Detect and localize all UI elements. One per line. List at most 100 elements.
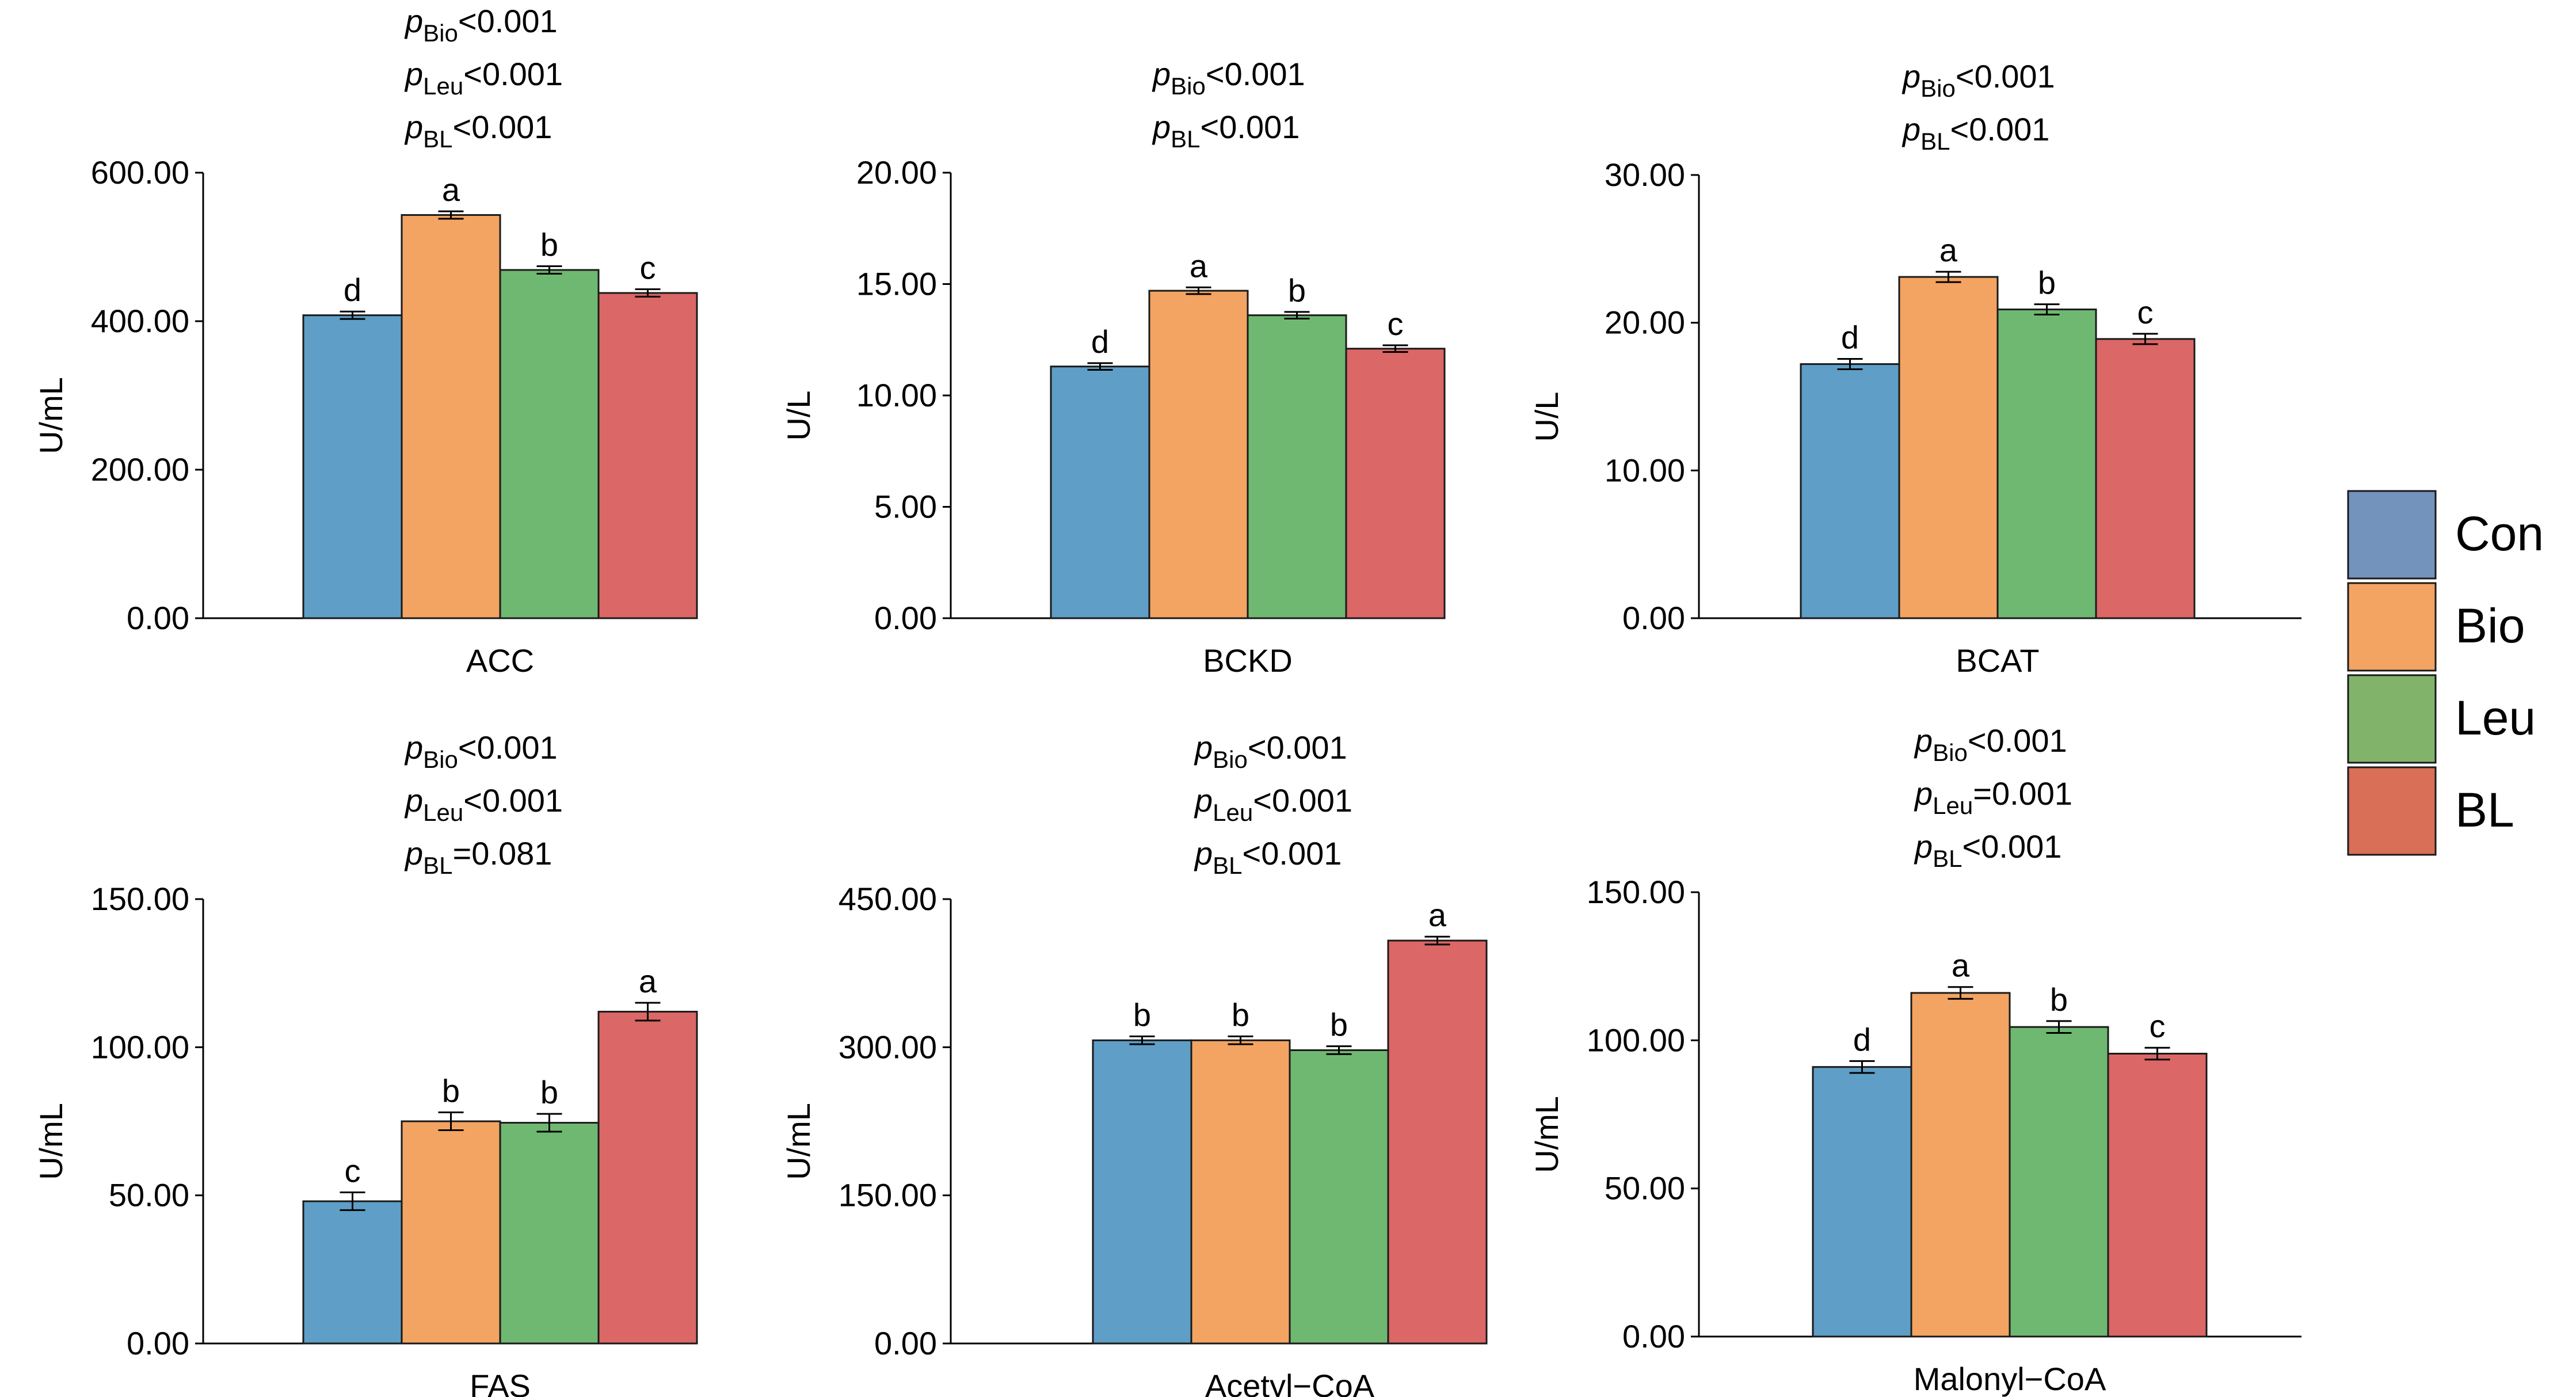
y-tick-label: 150.00 bbox=[91, 881, 189, 917]
significance-letter: b bbox=[1232, 996, 1249, 1033]
error-bar bbox=[340, 310, 365, 320]
significance-letter: c bbox=[345, 1153, 361, 1189]
bar-bl bbox=[2107, 1052, 2208, 1338]
p-value-annotation: pLeu<0.001 bbox=[404, 56, 563, 100]
y-tick-label: 0.00 bbox=[1622, 1318, 1685, 1354]
error-bar bbox=[536, 265, 562, 275]
bar-bio bbox=[1898, 276, 1999, 619]
y-tick-label: 15.00 bbox=[856, 266, 937, 302]
chart-panel-2: 0.00 5.00 10.00 15.00 20.00 U/L d a b c BCKD pBio<0… bbox=[780, 56, 1446, 679]
bar-bl bbox=[597, 1011, 698, 1345]
y-tick-label: 100.00 bbox=[91, 1029, 189, 1065]
error-bar bbox=[2046, 1020, 2072, 1034]
p-value-annotation: pBio<0.001 bbox=[1194, 729, 1347, 773]
p-value-annotation: pBio<0.001 bbox=[404, 729, 558, 773]
significance-letter: b bbox=[2038, 265, 2056, 301]
significance-letter: c bbox=[2137, 294, 2154, 330]
y-axis-label: U/mL bbox=[33, 377, 69, 454]
p-value-annotation: pBL=0.081 bbox=[404, 835, 552, 879]
y-axis-label: U/L bbox=[1529, 391, 1565, 441]
significance-letter: d bbox=[1853, 1021, 1871, 1057]
x-axis-label: FAS bbox=[470, 1368, 531, 1397]
bar-con bbox=[1092, 1039, 1192, 1345]
p-value-annotation: pBio<0.001 bbox=[1901, 58, 2055, 102]
p-value-annotation: pBL<0.001 bbox=[1152, 109, 1300, 153]
chart-panel-3: 0.00 10.00 20.00 30.00 U/L d a b c BCAT pBio<0.001… bbox=[1529, 58, 2301, 679]
x-axis-label: Malonyl−CoA bbox=[1914, 1361, 2106, 1397]
y-tick-label: 0.00 bbox=[127, 600, 189, 636]
bar-bio bbox=[1910, 992, 2011, 1338]
significance-letter: b bbox=[2050, 981, 2068, 1018]
error-bar bbox=[340, 1192, 365, 1211]
significance-letter: d bbox=[1091, 323, 1109, 360]
y-axis-label: U/L bbox=[780, 390, 817, 440]
significance-letter: c bbox=[1388, 306, 1404, 342]
error-bar bbox=[2132, 333, 2158, 345]
chart-panel-6: 0.00 50.00 100.00 150.00 U/mL d a b c Malonyl−CoA… bbox=[1529, 722, 2301, 1397]
legend-swatch-bl bbox=[2347, 766, 2437, 856]
x-axis-label: ACC bbox=[466, 642, 534, 679]
chart-panel-5: 0.00 150.00 300.00 450.00 U/mL b b b a Acetyl−CoA… bbox=[780, 729, 1488, 1397]
error-bar bbox=[635, 1002, 661, 1022]
bar-bl bbox=[1345, 348, 1446, 619]
bar-con bbox=[1812, 1066, 1912, 1338]
y-tick-label: 100.00 bbox=[1587, 1022, 1685, 1058]
legend-swatch-con bbox=[2347, 490, 2437, 580]
y-tick-label: 50.00 bbox=[1605, 1170, 1685, 1206]
y-tick-label: 300.00 bbox=[839, 1029, 937, 1065]
significance-letter: a bbox=[1939, 232, 1958, 268]
legend-label-leu: Leu bbox=[2455, 691, 2536, 745]
bar-con bbox=[1050, 366, 1150, 619]
y-axis-label: U/mL bbox=[780, 1103, 817, 1180]
y-tick-label: 400.00 bbox=[91, 303, 189, 339]
p-value-annotation: pBL<0.001 bbox=[1901, 111, 2049, 155]
bar-bio bbox=[401, 214, 501, 619]
significance-letter: a bbox=[1428, 897, 1447, 933]
significance-letter: a bbox=[1190, 248, 1208, 284]
x-axis-label: BCAT bbox=[1956, 642, 2039, 679]
significance-letter: a bbox=[1952, 947, 1970, 984]
y-tick-label: 10.00 bbox=[1605, 452, 1685, 488]
y-tick-label: 0.00 bbox=[1622, 600, 1685, 636]
x-axis-label: Acetyl−CoA bbox=[1205, 1368, 1375, 1397]
y-tick-label: 20.00 bbox=[1605, 304, 1685, 341]
y-tick-label: 600.00 bbox=[91, 154, 189, 191]
bar-bl bbox=[2095, 338, 2196, 619]
bar-bio bbox=[1190, 1039, 1291, 1345]
y-tick-label: 0.00 bbox=[127, 1325, 189, 1361]
chart-panels: 0.00 200.00 400.00 600.00 U/mL d a b c ACC pBio<0.… bbox=[33, 3, 2301, 1397]
bar-bl bbox=[597, 292, 698, 619]
p-value-annotation: pLeu<0.001 bbox=[1194, 782, 1352, 826]
y-tick-label: 5.00 bbox=[874, 489, 937, 525]
significance-letter: d bbox=[344, 272, 361, 308]
error-bar bbox=[1326, 1045, 1352, 1055]
y-tick-label: 450.00 bbox=[839, 881, 937, 917]
error-bar bbox=[1228, 1035, 1253, 1045]
y-tick-label: 150.00 bbox=[1587, 874, 1685, 910]
y-tick-label: 0.00 bbox=[874, 1325, 937, 1361]
p-value-annotation: pBL<0.001 bbox=[1914, 828, 2061, 872]
significance-letter: b bbox=[540, 1074, 558, 1110]
p-value-annotation: pBio<0.001 bbox=[404, 3, 558, 47]
significance-letter: c bbox=[640, 250, 656, 286]
legend-label-bl: BL bbox=[2455, 783, 2514, 837]
significance-letter: d bbox=[1841, 319, 1859, 356]
bar-leu bbox=[499, 269, 600, 619]
error-bar bbox=[1948, 986, 1973, 1000]
error-bar bbox=[1284, 311, 1310, 319]
p-value-annotation: pLeu<0.001 bbox=[404, 782, 563, 826]
error-bar bbox=[1382, 344, 1408, 353]
error-bar bbox=[1849, 1060, 1875, 1074]
significance-letter: c bbox=[2150, 1008, 2166, 1044]
y-tick-label: 50.00 bbox=[109, 1177, 189, 1213]
bar-leu bbox=[499, 1122, 600, 1345]
error-bar bbox=[1935, 271, 1961, 283]
significance-letter: b bbox=[1330, 1007, 1348, 1043]
error-bar bbox=[536, 1113, 562, 1133]
error-bar bbox=[1129, 1035, 1155, 1045]
bar-con bbox=[302, 1200, 403, 1345]
error-bar bbox=[1186, 286, 1211, 295]
error-bar bbox=[2144, 1046, 2170, 1061]
p-value-annotation: pBio<0.001 bbox=[1914, 722, 2067, 766]
